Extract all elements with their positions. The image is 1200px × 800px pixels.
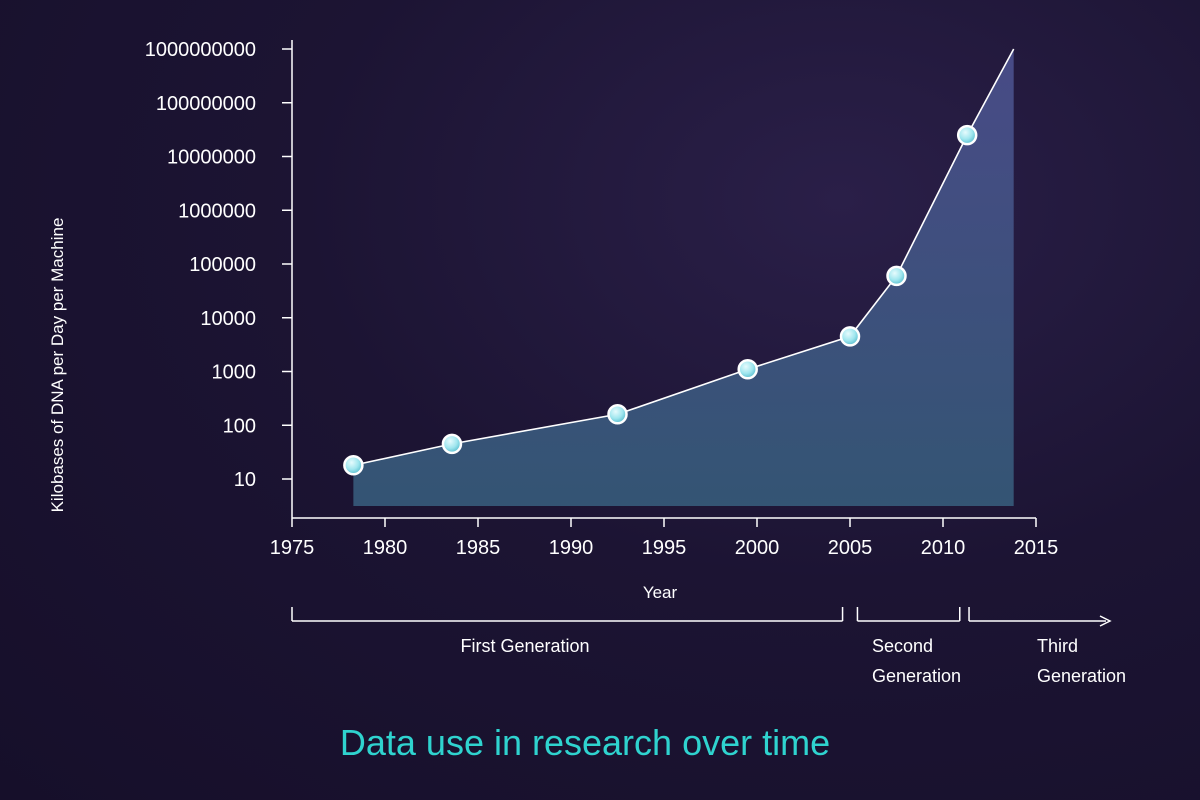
x-tick-label: 2015 (1014, 537, 1059, 559)
x-tick-label: 2005 (828, 537, 873, 559)
x-tick-label: 1995 (642, 537, 687, 559)
y-tick-label: 10000 (200, 308, 256, 330)
x-tick-label: 2000 (735, 537, 780, 559)
x-tick-label: 1985 (456, 537, 501, 559)
y-tick-label: 100000000 (156, 93, 256, 115)
data-point (737, 359, 758, 380)
x-tick-label: 1975 (270, 537, 315, 559)
generation-label: Second (872, 636, 933, 656)
data-point (839, 326, 861, 347)
generation-label: First Generation (460, 636, 589, 656)
y-axis-label: Kilobases of DNA per Day per Machine (48, 218, 67, 513)
x-axis-label: Year (643, 583, 678, 602)
y-tick-label: 100000 (189, 254, 256, 276)
generation-label: Generation (1037, 666, 1126, 686)
series-line (353, 48, 1015, 467)
data-point (441, 433, 463, 455)
series-area (353, 49, 1014, 506)
x-tick-label: 1980 (363, 537, 408, 559)
y-tick-label: 1000000000 (145, 39, 256, 61)
data-point (886, 265, 907, 287)
y-tick-label: 1000000 (178, 200, 256, 222)
y-tick-label: 1000 (212, 362, 257, 384)
chart-title: Data use in research over time (340, 722, 830, 763)
y-tick-label: 100 (223, 415, 256, 437)
data-point (607, 404, 628, 425)
generation-label: Third (1037, 636, 1078, 656)
x-tick-label: 1990 (549, 537, 594, 559)
x-tick-label: 2010 (921, 537, 966, 559)
generation-label: Generation (872, 666, 961, 686)
y-tick-label: 10 (234, 469, 256, 491)
y-tick-label: 10000000 (167, 147, 256, 169)
data-point (343, 455, 364, 476)
arrow-head-icon (1099, 615, 1112, 627)
data-point (956, 124, 978, 146)
